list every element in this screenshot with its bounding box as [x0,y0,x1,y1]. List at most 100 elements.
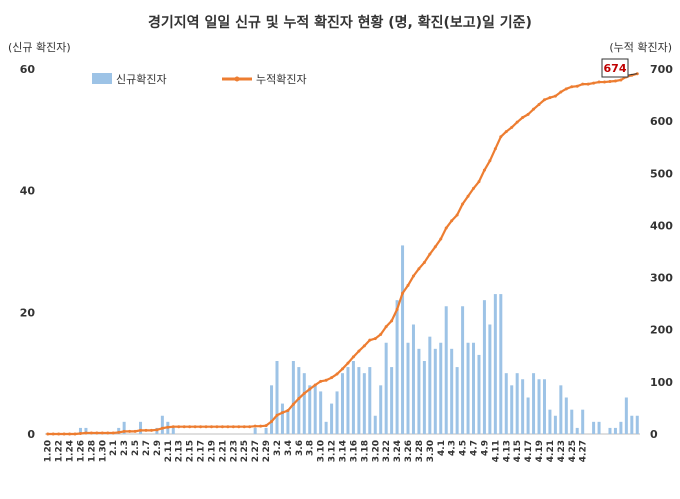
line-point [160,426,164,430]
line-point [46,432,50,436]
line-point [351,355,355,359]
line-point [155,428,159,432]
x-tick-label: 3.16 [349,440,359,462]
bar [548,409,552,434]
bar [308,385,312,434]
line-point [379,332,383,336]
x-tick-label: 3.10 [317,440,327,462]
x-tick-label: 2.21 [218,440,228,462]
line-point [466,194,470,198]
x-tick-label: 2.9 [153,440,163,456]
bar [482,300,486,434]
x-tick-label: 4.17 [524,440,534,462]
bar [330,403,334,434]
bar [286,409,290,434]
line-point [368,338,372,342]
x-tick-label: 3.2 [273,440,283,456]
bar [422,361,426,434]
line-point [182,425,186,429]
line-point [532,107,536,111]
x-tick-label: 4.5 [459,440,469,456]
line-point [139,428,143,432]
bar [450,348,454,434]
line-point [406,283,410,287]
bar [526,397,530,434]
line-point [357,349,361,353]
bar [477,354,481,434]
bar [411,324,415,434]
line-point [177,425,181,429]
line-point [122,429,126,433]
bar [428,336,432,434]
line-point [313,383,317,387]
x-tick-label: 3.30 [426,440,436,462]
bar [417,348,421,434]
line-point [242,425,246,429]
bar [357,367,361,434]
line-point [302,391,306,395]
line-point [204,425,208,429]
x-tick-label: 2.17 [197,440,207,462]
line-point [117,430,121,434]
y-right-tick-label: 600 [650,115,673,128]
line-point [231,425,235,429]
chart-title: 경기지역 일일 신규 및 누적 확진자 현황 (명, 확진(보고)일 기준) [148,14,532,31]
bar [253,427,257,434]
line-point [586,82,590,86]
line-point [395,307,399,311]
line-point [319,379,323,383]
line-point [188,425,192,429]
x-tick-label: 3.20 [371,440,381,462]
bar [313,385,317,434]
line-point [89,431,93,435]
bar [302,373,306,434]
y-right-tick-label: 700 [650,63,673,76]
bar [379,385,383,434]
x-tick-label: 4.7 [470,440,480,456]
x-tick-label: 4.15 [513,440,523,462]
x-tick-label: 4.9 [480,440,490,456]
line-point [433,245,437,249]
line-point [482,168,486,172]
line-point [78,431,82,435]
bar [433,348,437,434]
line-point [346,361,350,365]
line-point [384,325,388,329]
bar [493,294,497,434]
line-point [226,425,230,429]
line-point [100,431,104,435]
y-right-tick-label: 200 [650,324,673,337]
x-tick-label: 1.30 [98,440,108,462]
bar [351,361,355,434]
line-point [526,112,530,116]
x-tick-label: 1.20 [44,440,54,462]
line-point [106,431,110,435]
x-tick-label: 3.18 [360,440,370,462]
x-tick-label: 4.11 [491,440,501,462]
bar [264,427,268,434]
x-tick-label: 3.8 [306,440,316,456]
bar [340,373,345,434]
bar [510,385,514,434]
legend-line-marker [234,76,240,82]
line-point [133,429,137,433]
bar [362,373,366,434]
line-point [259,424,263,428]
line-point [537,102,541,106]
bar [319,391,323,434]
bar [564,397,568,434]
x-tick-label: 2.27 [251,440,261,462]
line-point [280,411,284,415]
bar [324,421,328,434]
x-tick-label: 2.19 [207,440,217,462]
bar [395,300,399,434]
bar [275,361,279,434]
line-point [521,115,525,119]
x-tick-label: 1.26 [76,440,86,462]
line-point [335,372,339,376]
x-tick-label: 3.22 [382,440,392,462]
line-point [444,226,448,230]
line-point [401,291,405,295]
